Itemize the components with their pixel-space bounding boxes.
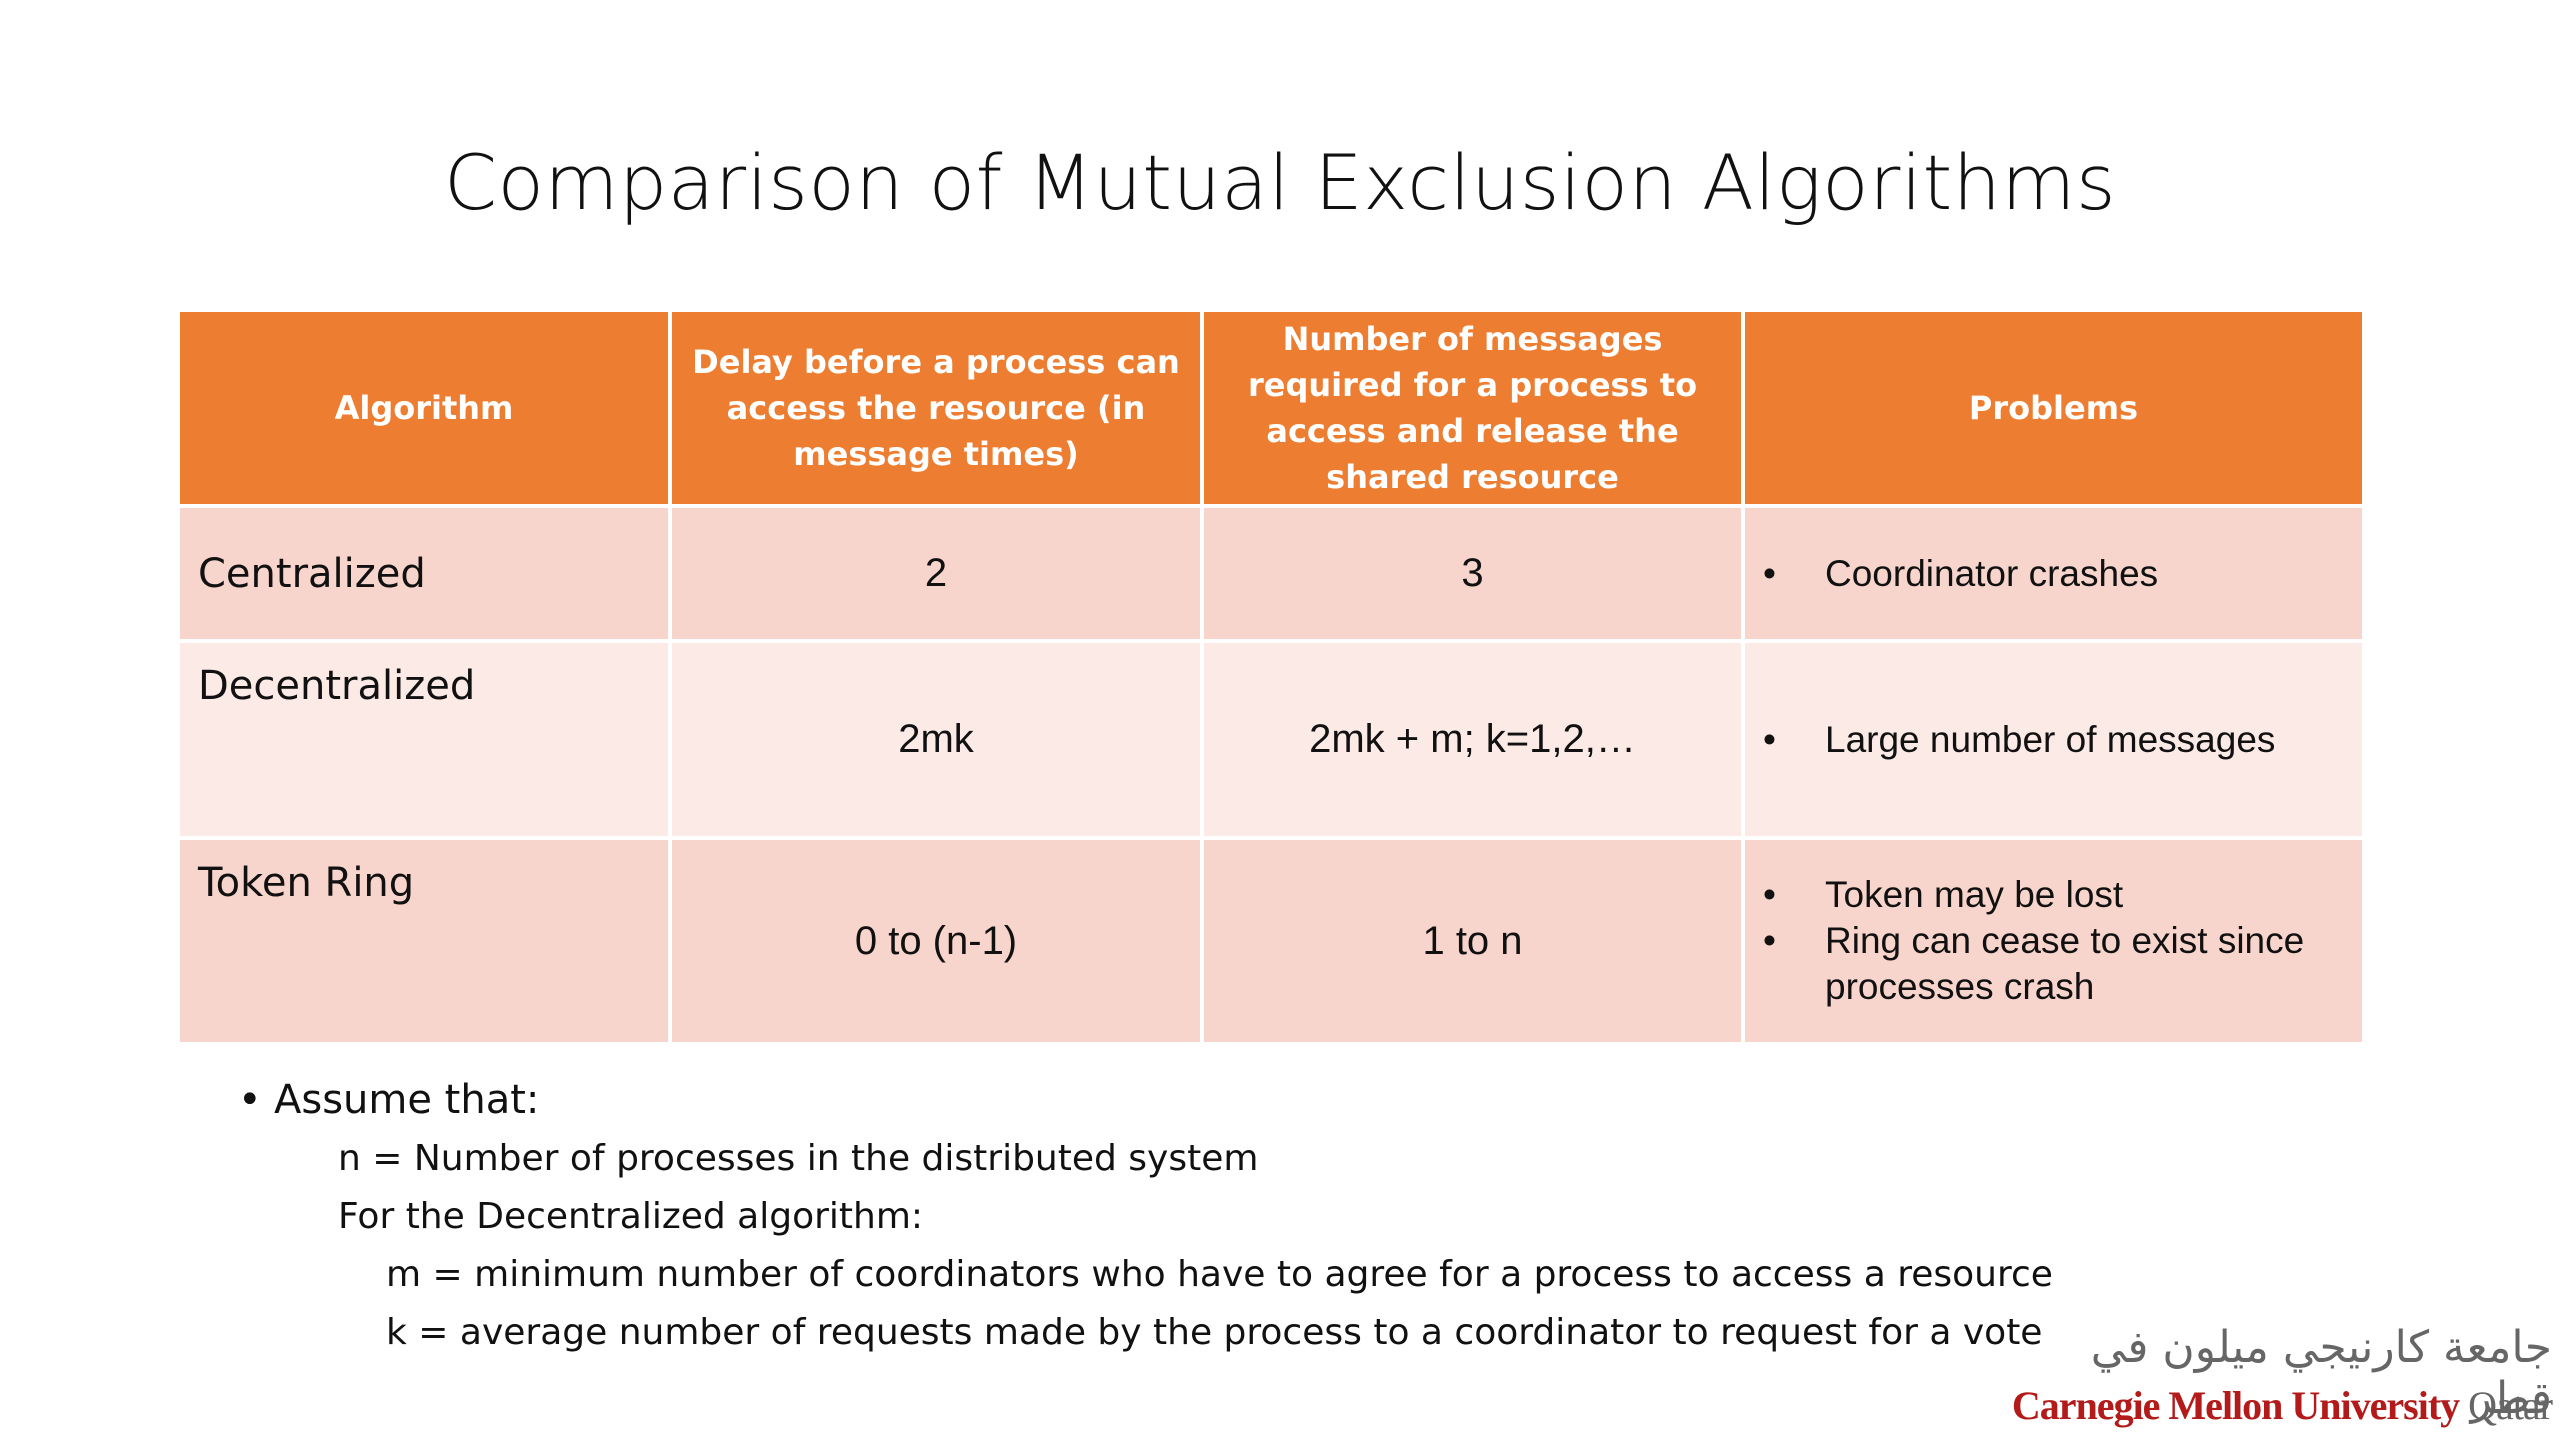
algorithm-name: Token Ring: [198, 860, 415, 906]
row-token-ring-delay: 0 to (n-1): [672, 840, 1200, 1042]
logo-arabic-text: جامعة كارنيجي ميلون في قطر: [2090, 1322, 2552, 1424]
row-token-ring-algorithm: Token Ring: [180, 840, 668, 1042]
problem-item: Large number of messages: [1763, 717, 2275, 763]
comparison-table: Algorithm Delay before a process can acc…: [180, 312, 2362, 1042]
logo-latin-text: Carnegie Mellon University Qatar: [2011, 1382, 2553, 1429]
header-algorithm: Algorithm: [180, 312, 668, 504]
cmu-qatar-logo: جامعة كارنيجي ميلون في قطر Carnegie Mell…: [2012, 1322, 2560, 1440]
m-definition: m = minimum number of coordinators who h…: [386, 1254, 2053, 1295]
row-centralized-algorithm: Centralized: [180, 508, 668, 639]
assumptions-notes: Assume that: n = Number of processes in …: [238, 1070, 2053, 1362]
row-decentralized-problems: Large number of messages: [1745, 643, 2362, 836]
slide-title: Comparison of Mutual Exclusion Algorithm…: [443, 138, 2117, 227]
row-token-ring-problems: Token may be lost Ring can cease to exis…: [1745, 840, 2362, 1042]
problem-item: Token may be lost: [1763, 872, 2362, 918]
problem-item: Ring can cease to exist since processes …: [1763, 918, 2362, 1010]
problem-item: Coordinator crashes: [1763, 551, 2158, 597]
delay-value: 0 to (n-1): [854, 918, 1018, 963]
logo-qatar: Qatar: [2459, 1383, 2553, 1428]
header-delay: Delay before a process can access the re…: [672, 312, 1200, 504]
header-problems: Problems: [1745, 312, 2362, 504]
problems-list: Token may be lost Ring can cease to exis…: [1763, 872, 2362, 1010]
row-centralized-delay: 2: [672, 508, 1200, 639]
row-centralized-messages: 3: [1204, 508, 1741, 639]
problems-list: Large number of messages: [1763, 717, 2275, 763]
row-decentralized-messages: 2mk + m; k=1,2,…: [1204, 643, 1741, 836]
decentralized-intro: For the Decentralized algorithm:: [338, 1196, 924, 1237]
header-messages: Number of messages required for a proces…: [1204, 312, 1741, 504]
logo-university-name: Carnegie Mellon University: [2011, 1383, 2460, 1428]
row-decentralized-delay: 2mk: [672, 643, 1200, 836]
row-decentralized-algorithm: Decentralized: [180, 643, 668, 836]
delay-value: 2: [924, 551, 948, 595]
problems-list: Coordinator crashes: [1763, 551, 2158, 597]
assume-heading: Assume that:: [238, 1070, 2053, 1130]
algorithm-name: Decentralized: [198, 663, 476, 709]
algorithm-name: Centralized: [198, 550, 426, 597]
messages-value: 1 to n: [1422, 918, 1523, 963]
row-centralized-problems: Coordinator crashes: [1745, 508, 2362, 639]
messages-value: 2mk + m; k=1,2,…: [1309, 717, 1636, 761]
messages-value: 3: [1461, 551, 1484, 595]
delay-value: 2mk: [898, 717, 974, 761]
k-definition: k = average number of requests made by t…: [386, 1312, 2043, 1353]
n-definition: n = Number of processes in the distribut…: [338, 1138, 1259, 1179]
row-token-ring-messages: 1 to n: [1204, 840, 1741, 1042]
